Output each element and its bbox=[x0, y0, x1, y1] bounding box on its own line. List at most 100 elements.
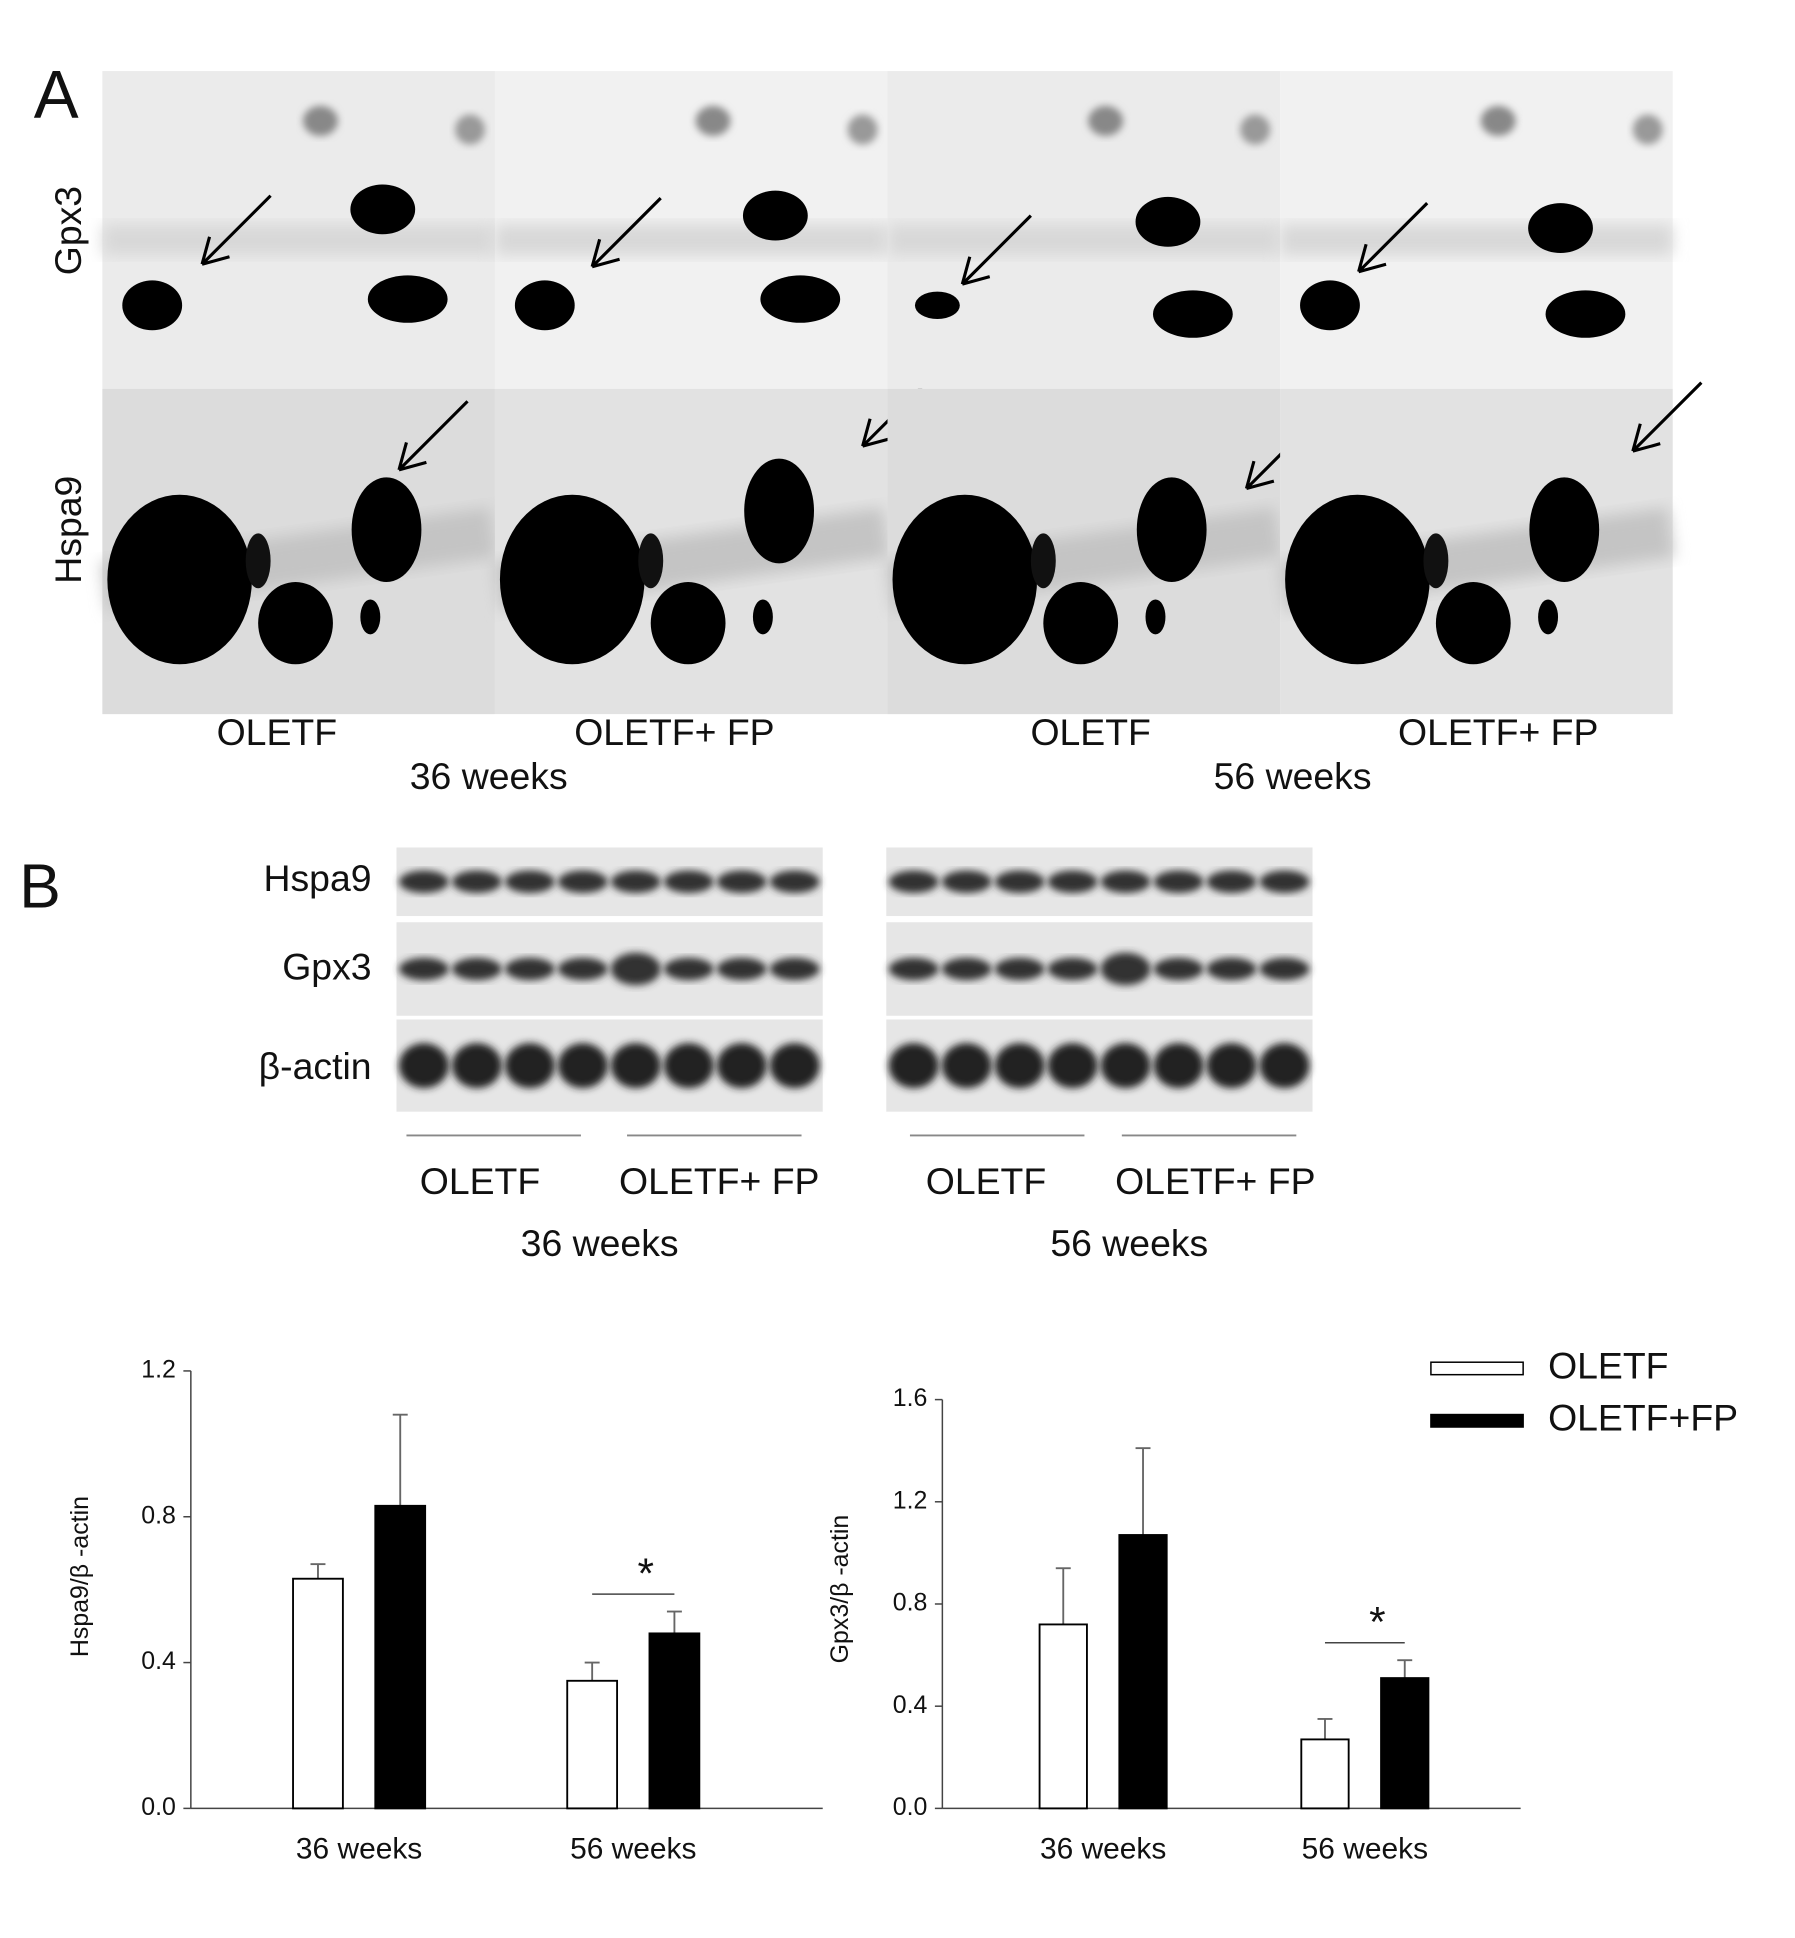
band bbox=[610, 952, 661, 986]
legend-label: OLETF bbox=[1548, 1344, 1668, 1386]
band bbox=[1153, 1043, 1204, 1089]
band bbox=[769, 870, 820, 893]
band bbox=[451, 1043, 502, 1089]
gel-spot bbox=[1043, 582, 1119, 665]
group-label: 56 weeks bbox=[1214, 755, 1372, 797]
legend-label: OLETF+FP bbox=[1548, 1397, 1738, 1439]
band bbox=[504, 1043, 555, 1089]
band bbox=[1206, 870, 1257, 893]
band bbox=[1047, 1043, 1098, 1089]
gel-spot bbox=[1136, 477, 1207, 583]
gel-spot bbox=[744, 458, 814, 564]
gel-spot bbox=[107, 494, 252, 665]
y-tick-label: 0.8 bbox=[893, 1589, 928, 1617]
gel-spot bbox=[1529, 477, 1600, 583]
band bbox=[941, 1043, 992, 1089]
gel-spot bbox=[1632, 114, 1663, 145]
column-label: OLETF bbox=[1030, 711, 1150, 753]
y-tick-label: 0.0 bbox=[141, 1793, 176, 1821]
gel-spot bbox=[1435, 582, 1511, 665]
legend-swatch bbox=[1430, 1361, 1524, 1376]
band bbox=[716, 870, 767, 893]
gel-spot bbox=[695, 105, 731, 136]
band bbox=[398, 870, 449, 893]
column-label: OLETF bbox=[420, 1160, 540, 1202]
gel-spot bbox=[499, 494, 645, 665]
panel-label: B bbox=[19, 853, 61, 922]
gel-spot bbox=[514, 280, 575, 331]
gel-spot bbox=[360, 599, 381, 635]
band bbox=[941, 870, 992, 893]
gel-spot bbox=[1088, 105, 1124, 136]
row-label: Hspa9 bbox=[47, 476, 89, 584]
gel-spot bbox=[1538, 599, 1559, 635]
y-tick-label: 1.2 bbox=[141, 1356, 176, 1384]
gel-spot bbox=[122, 280, 183, 331]
band bbox=[1153, 957, 1204, 981]
band bbox=[504, 870, 555, 893]
gel-spot bbox=[1152, 290, 1233, 338]
bar bbox=[292, 1577, 344, 1810]
y-tick-label: 0.4 bbox=[893, 1691, 928, 1719]
band bbox=[663, 870, 714, 893]
y-tick-label: 0.4 bbox=[141, 1647, 176, 1675]
bar bbox=[374, 1504, 427, 1810]
band bbox=[1153, 870, 1204, 893]
bar bbox=[566, 1679, 619, 1810]
gel-spot bbox=[914, 291, 960, 320]
gel-spot bbox=[1285, 494, 1430, 665]
y-tick-label: 1.6 bbox=[893, 1384, 928, 1412]
band bbox=[888, 1043, 939, 1089]
band bbox=[610, 1043, 661, 1089]
arrow bbox=[397, 400, 469, 472]
band bbox=[769, 1043, 820, 1089]
column-label: OLETF+ FP bbox=[619, 1160, 819, 1202]
gel-spot bbox=[351, 477, 422, 583]
y-axis-title: Gpx3/β -actin bbox=[826, 1515, 854, 1664]
gel-spot bbox=[350, 184, 416, 235]
column-label: OLETF+ FP bbox=[1115, 1160, 1315, 1202]
bar bbox=[1380, 1677, 1430, 1810]
band bbox=[716, 957, 767, 981]
band bbox=[1100, 1043, 1151, 1089]
band bbox=[557, 870, 608, 893]
band bbox=[769, 957, 820, 981]
gel-spot bbox=[650, 582, 726, 665]
column-label: OLETF+ FP bbox=[574, 711, 774, 753]
gel-spot bbox=[892, 494, 1038, 665]
group-label: 36 weeks bbox=[410, 755, 568, 797]
arrow bbox=[960, 214, 1032, 286]
gel-spot bbox=[1423, 533, 1449, 589]
band bbox=[610, 870, 661, 893]
gel-spot bbox=[638, 533, 664, 589]
bar bbox=[648, 1632, 701, 1810]
gel-spot bbox=[1300, 280, 1360, 331]
gel-spot bbox=[742, 190, 808, 241]
band-label: Hspa9 bbox=[264, 857, 372, 899]
gel-spot bbox=[1545, 290, 1626, 338]
gel-streak bbox=[494, 224, 888, 256]
significance-mark: * bbox=[1369, 1598, 1386, 1645]
y-tick-label: 0.0 bbox=[893, 1793, 928, 1821]
group-label: 56 weeks bbox=[1050, 1222, 1208, 1264]
arrow bbox=[1357, 202, 1429, 274]
gel-spot bbox=[258, 582, 333, 665]
x-tick-label: 36 weeks bbox=[296, 1833, 422, 1866]
band bbox=[1259, 957, 1310, 981]
band bbox=[994, 870, 1045, 893]
gel-spot bbox=[1145, 599, 1166, 635]
gel-streak bbox=[102, 224, 495, 256]
bar bbox=[1118, 1534, 1168, 1810]
band bbox=[994, 957, 1045, 981]
band bbox=[1100, 870, 1151, 893]
band bbox=[888, 957, 939, 981]
band bbox=[504, 957, 555, 981]
band bbox=[663, 957, 714, 981]
band bbox=[557, 1043, 608, 1089]
band bbox=[451, 870, 502, 893]
gel-streak bbox=[887, 224, 1281, 256]
band bbox=[557, 957, 608, 981]
panel-label: A bbox=[34, 57, 79, 132]
gel-spot bbox=[303, 105, 338, 136]
